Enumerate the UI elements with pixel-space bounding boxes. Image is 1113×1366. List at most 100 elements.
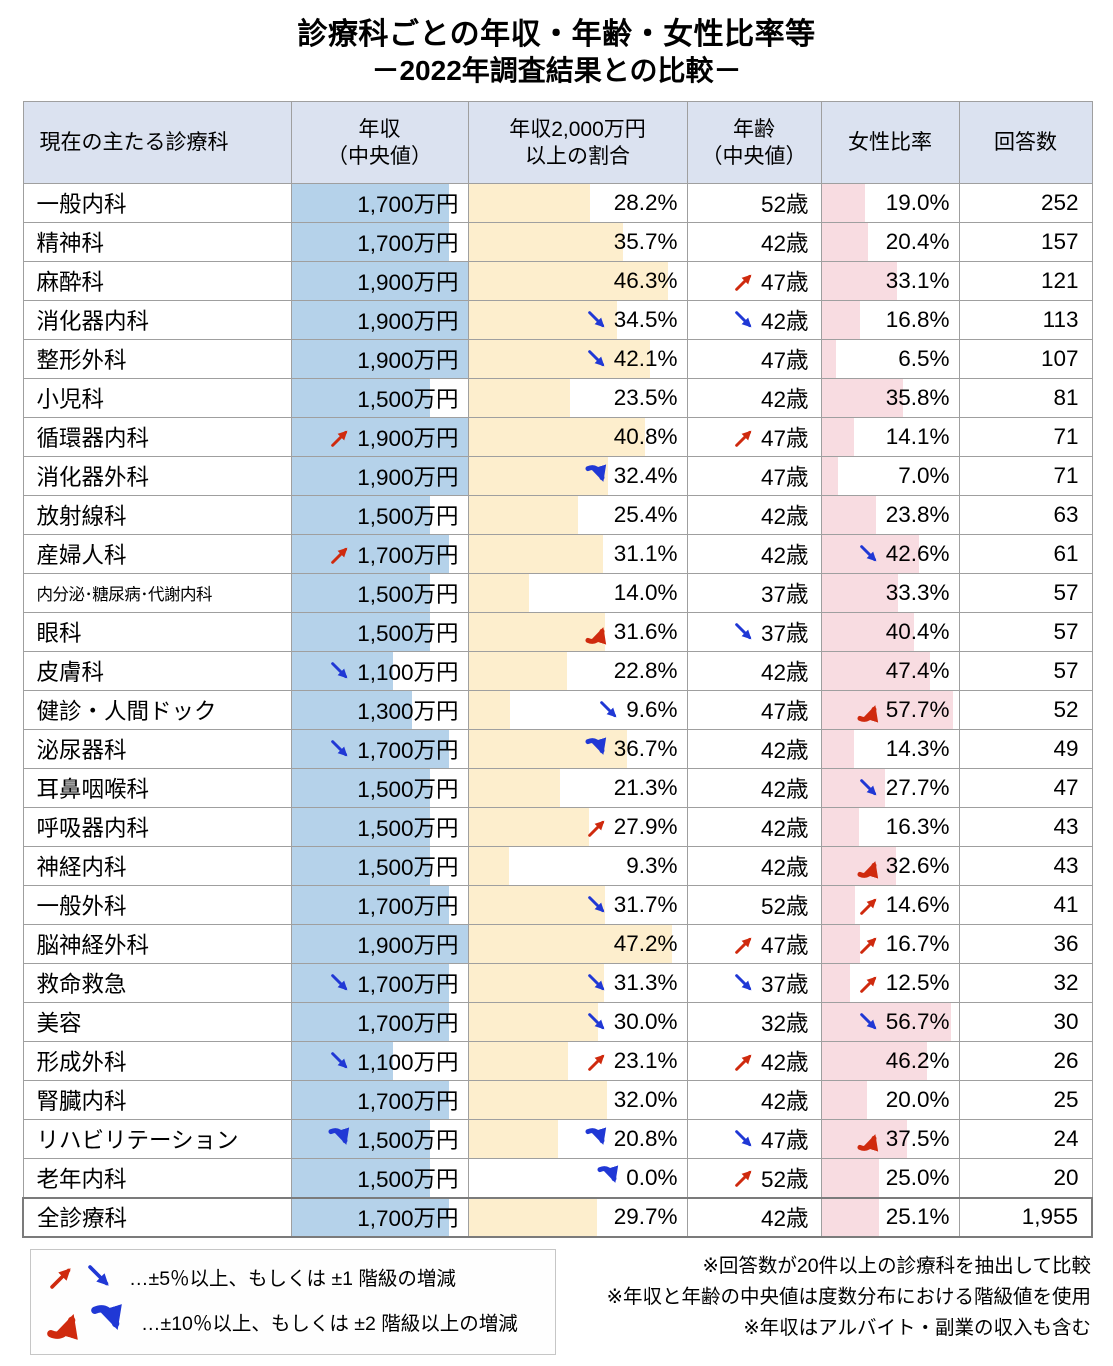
count-cell-value: 113 bbox=[1042, 307, 1079, 332]
pct-over-2000-cell-value: 9.3% bbox=[626, 853, 678, 878]
arrow-up-large-icon bbox=[857, 860, 878, 879]
footnote-line: ※回答数が20件以上の診療科を抽出して比較 bbox=[702, 1254, 1091, 1277]
female-ratio-cell: 14.1% bbox=[820, 417, 960, 457]
female-ratio-cell: 33.3% bbox=[820, 573, 960, 613]
age-cell: 47歳 bbox=[686, 261, 822, 301]
income-cell-content: 1,500万円 bbox=[292, 848, 467, 885]
pct-over-2000-cell-value: 28.2% bbox=[613, 190, 678, 215]
dept-name: 美容 bbox=[36, 1011, 82, 1036]
income-cell-bar bbox=[292, 574, 431, 612]
count-cell-content: 30 bbox=[960, 1004, 1091, 1041]
income-cell-content: 1,700万円 bbox=[292, 965, 467, 1002]
count-cell: 36 bbox=[958, 924, 1093, 964]
count-cell: 52 bbox=[958, 690, 1093, 730]
count-cell-content: 20 bbox=[960, 1160, 1091, 1197]
count-cell-value: 36 bbox=[1053, 931, 1079, 956]
female-ratio-cell-bar bbox=[822, 730, 855, 768]
age-cell-value: 37歳 bbox=[760, 972, 809, 997]
income-cell-value: 1,500万円 bbox=[357, 621, 459, 646]
dept-content: 神経内科 bbox=[24, 848, 290, 885]
income-cell-content: 1,900万円 bbox=[292, 341, 467, 378]
dept-cell: 小児科 bbox=[22, 378, 292, 418]
age-cell-content: 42歳 bbox=[688, 536, 820, 573]
age-cell: 42歳 bbox=[686, 1041, 822, 1081]
dept-content: 全診療科 bbox=[25, 1200, 290, 1235]
count-cell-value: 71 bbox=[1053, 424, 1079, 449]
pct-over-2000-cell-content: 14.0% bbox=[469, 575, 686, 612]
income-cell-value: 1,900万円 bbox=[357, 270, 459, 295]
dept-name: 眼科 bbox=[36, 621, 82, 646]
pct-over-2000-cell-content: 9.6% bbox=[469, 692, 686, 729]
income-cell: 1,900万円 bbox=[290, 417, 469, 457]
table-row: 眼科 1,500万円 31.6% 37歳 40.4% 57 bbox=[22, 612, 1093, 652]
dept-name: 老年内科 bbox=[36, 1166, 127, 1192]
dept-name: 一般内科 bbox=[36, 192, 127, 217]
income-cell-bar bbox=[292, 1159, 431, 1197]
table-row: 神経内科 1,500万円 9.3% 42歳 32.6% 43 bbox=[22, 846, 1093, 886]
income-cell-value: 1,100万円 bbox=[357, 660, 459, 685]
age-cell: 42歳 bbox=[686, 651, 822, 691]
female-ratio-cell-bar bbox=[822, 301, 860, 339]
dept-cell: 全診療科 bbox=[22, 1196, 292, 1238]
income-cell-content: 1,700万円 bbox=[292, 1200, 467, 1235]
pct-over-2000-cell-value: 34.5% bbox=[613, 307, 678, 332]
pct-over-2000-cell-content: 46.3% bbox=[469, 263, 686, 300]
female-ratio-cell-value: 16.7% bbox=[885, 931, 950, 956]
pct-over-2000-cell: 46.3% bbox=[467, 261, 688, 301]
income-cell-bar bbox=[292, 808, 431, 846]
dept-name: 救命救急 bbox=[36, 972, 127, 997]
arrow-down-small-icon bbox=[735, 973, 752, 990]
pct-over-2000-cell-value: 23.1% bbox=[613, 1048, 678, 1073]
income-cell-value: 1,500万円 bbox=[357, 582, 459, 607]
count-cell: 41 bbox=[958, 885, 1093, 925]
female-ratio-cell-bar bbox=[822, 184, 865, 222]
dept-name: 形成外科 bbox=[36, 1050, 127, 1075]
female-ratio-cell-content: 12.5% bbox=[822, 965, 958, 1002]
female-ratio-cell-value: 25.0% bbox=[885, 1164, 950, 1190]
female-ratio-cell-bar bbox=[822, 1199, 879, 1235]
dept-content: 救命救急 bbox=[24, 965, 290, 1002]
count-cell: 20 bbox=[958, 1158, 1093, 1198]
footnote-line: ※年収はアルバイト・副業の収入も含む bbox=[743, 1316, 1091, 1339]
female-ratio-cell-content: 46.2% bbox=[822, 1043, 958, 1080]
female-ratio-cell-bar bbox=[822, 1003, 951, 1041]
female-ratio-cell-content: 40.4% bbox=[822, 614, 958, 651]
income-cell: 1,500万円 bbox=[290, 768, 469, 808]
pct-over-2000-cell-bar bbox=[469, 925, 673, 963]
count-cell-value: 61 bbox=[1053, 541, 1079, 566]
pct-over-2000-cell: 9.6% bbox=[467, 690, 688, 730]
income-cell-value: 1,100万円 bbox=[357, 1050, 459, 1075]
pct-over-2000-cell-content: 42.1% bbox=[469, 341, 686, 378]
female-ratio-cell: 25.0% bbox=[820, 1158, 960, 1198]
count-cell-content: 57 bbox=[960, 614, 1091, 651]
count-cell-content: 61 bbox=[960, 536, 1091, 573]
income-cell-content: 1,100万円 bbox=[292, 653, 467, 690]
income-cell-bar bbox=[292, 1003, 450, 1041]
age-cell: 42歳 bbox=[686, 768, 822, 808]
female-ratio-cell: 27.7% bbox=[820, 768, 960, 808]
arrow-down-small-icon bbox=[88, 1264, 109, 1286]
pct-over-2000-cell: 22.8% bbox=[467, 651, 688, 691]
total-row: 全診療科 1,700万円 29.7% 42歳 25.1% 1,955 bbox=[22, 1196, 1093, 1238]
income-cell-content: 1,100万円 bbox=[292, 1043, 467, 1080]
income-cell-content: 1,500万円 bbox=[292, 809, 467, 846]
age-cell-content: 42歳 bbox=[688, 1082, 820, 1119]
count-cell-value: 107 bbox=[1040, 346, 1079, 371]
count-cell-content: 63 bbox=[960, 497, 1091, 534]
income-cell: 1,700万円 bbox=[290, 1080, 469, 1120]
female-ratio-cell-content: 14.6% bbox=[822, 887, 958, 924]
female-ratio-cell-value: 25.1% bbox=[885, 1204, 950, 1229]
female-ratio-cell-content: 19.0% bbox=[822, 185, 958, 222]
footer: …±5％以上、もしくは ±1 階級の増減 …±10％以上、もしくは ±2 階級以上… bbox=[30, 1248, 1091, 1355]
pct-over-2000-cell-value: 30.0% bbox=[613, 1009, 678, 1034]
pct-over-2000-cell-content: 31.6% bbox=[469, 614, 686, 651]
income-cell: 1,500万円 bbox=[290, 1158, 469, 1198]
income-cell: 1,700万円 bbox=[290, 729, 469, 769]
female-ratio-cell-value: 20.0% bbox=[885, 1087, 950, 1112]
female-ratio-cell-content: 27.7% bbox=[822, 770, 958, 807]
female-ratio-cell-value: 46.2% bbox=[885, 1048, 950, 1073]
income-cell-content: 1,700万円 bbox=[292, 1004, 467, 1041]
age-cell-value: 52歳 bbox=[760, 894, 809, 919]
pct-over-2000-cell: 42.1% bbox=[467, 339, 688, 379]
pct-over-2000-cell-bar bbox=[469, 691, 510, 729]
